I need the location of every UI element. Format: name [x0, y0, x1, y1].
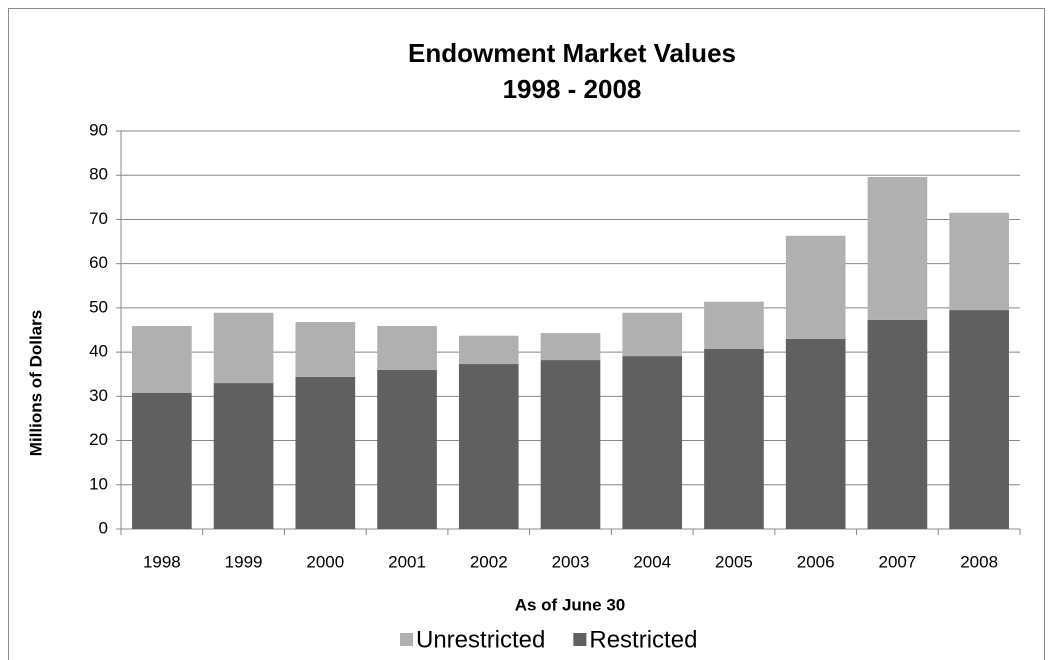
bar-segment: [213, 312, 274, 384]
legend-swatch: [573, 633, 587, 646]
bar-segment: [949, 212, 1009, 311]
bar-segment: [540, 360, 601, 529]
x-tick-label: 2003: [552, 552, 590, 571]
y-tick-label: 30: [89, 386, 108, 405]
chart-subtitle: 1998 - 2008: [503, 74, 642, 104]
y-tick-label: 10: [89, 474, 108, 493]
x-tick-label: 2001: [388, 552, 426, 571]
legend-label: Unrestricted: [416, 626, 545, 653]
y-tick-label: 20: [89, 430, 108, 449]
y-tick-label: 60: [89, 253, 108, 272]
bar-segment: [377, 326, 437, 370]
chart-title: Endowment Market Values: [408, 38, 736, 68]
bar-segment: [949, 310, 1009, 529]
bar-segment: [622, 312, 683, 357]
x-axis-title: As of June 30: [515, 595, 626, 614]
y-tick-label: 70: [89, 209, 108, 228]
x-tick-label: 2006: [797, 552, 835, 571]
y-axis-title: Millions of Dollars: [26, 310, 45, 456]
x-tick-label: 2002: [470, 552, 508, 571]
y-tick-label: 40: [89, 342, 108, 361]
bar-segment: [785, 235, 846, 339]
y-tick-label: 0: [99, 518, 108, 537]
bar-segment: [458, 364, 519, 529]
x-tick-label: 2007: [878, 552, 916, 571]
bar-segment: [785, 338, 846, 529]
x-tick-label: 2004: [633, 552, 671, 571]
x-tick-label: 1998: [143, 552, 181, 571]
y-tick-label: 80: [89, 165, 108, 184]
y-tick-label: 50: [89, 297, 108, 316]
bar-segment: [295, 376, 356, 529]
x-tick-label: 2000: [306, 552, 344, 571]
bar-segment: [377, 369, 437, 529]
bar-segment: [132, 392, 192, 529]
bar-segment: [704, 301, 764, 350]
bar-segment: [295, 322, 356, 377]
legend-swatch: [400, 633, 413, 646]
bar-segment: [867, 319, 928, 529]
x-tick-label: 1999: [225, 552, 263, 571]
bar-segment: [867, 176, 928, 320]
bar-segment: [132, 326, 192, 393]
bar-segment: [540, 333, 601, 361]
x-tick-label: 2005: [715, 552, 753, 571]
legend-label: Restricted: [589, 626, 697, 653]
bar-segment: [458, 335, 519, 365]
bar-segment: [213, 383, 274, 529]
x-tick-label: 2008: [960, 552, 998, 571]
bar-segment: [704, 349, 764, 529]
y-tick-label: 90: [89, 120, 108, 139]
bar-segment: [622, 356, 683, 529]
